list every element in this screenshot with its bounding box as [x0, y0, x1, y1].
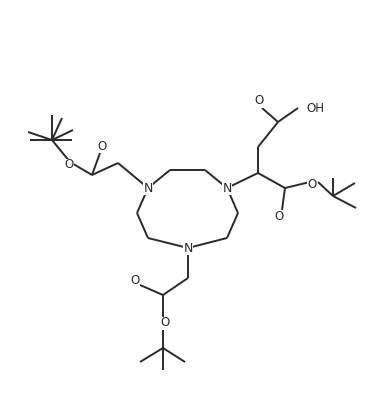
Text: O: O [255, 95, 264, 107]
Text: O: O [160, 317, 170, 330]
Text: O: O [307, 179, 317, 191]
Text: N: N [143, 182, 153, 195]
Text: O: O [130, 275, 140, 288]
Text: N: N [183, 242, 193, 255]
Text: N: N [222, 182, 232, 195]
Text: O: O [274, 211, 283, 224]
Text: O: O [65, 158, 74, 171]
Text: OH: OH [306, 102, 324, 115]
Text: O: O [97, 140, 107, 153]
